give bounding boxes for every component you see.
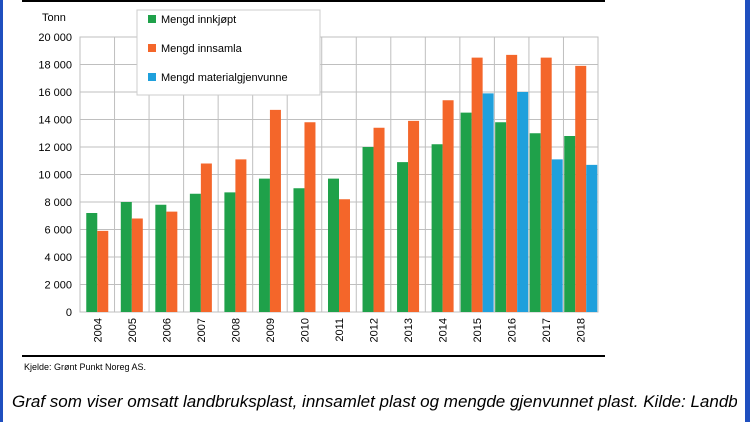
axis-layer: 0 2 000 4 000 6 000 8 000 10 000 12 000 14 000 1… — [38, 32, 587, 342]
x-tick-label: 2011 — [334, 318, 346, 342]
legend: Mengd innkjøpt Mengd innsamla Mengd materi… — [136, 9, 321, 96]
x-tick-label: 2016 — [507, 318, 519, 342]
bar — [328, 178, 339, 312]
y-tick-label: 6 000 — [44, 225, 72, 237]
source-note: Kjelde: Grønt Punkt Noreg AS. — [24, 362, 147, 372]
x-tick-label: 2013 — [403, 318, 415, 342]
bar — [339, 199, 350, 312]
bar — [471, 57, 483, 312]
bar — [97, 230, 109, 312]
y-tick-label: 20 000 — [38, 32, 72, 44]
bar — [258, 178, 270, 312]
y-tick-label: 16 000 — [38, 87, 72, 99]
bar — [495, 122, 507, 312]
bar — [224, 192, 236, 312]
legend-swatch — [148, 73, 156, 81]
y-tick-label: 0 — [66, 307, 72, 319]
y-tick-label: 14 000 — [38, 115, 72, 127]
figure-caption: Graf som viser omsatt landbruksplast, in… — [12, 392, 737, 411]
bar — [442, 100, 454, 312]
bar — [586, 164, 598, 312]
bar — [166, 211, 178, 312]
bar — [362, 147, 374, 312]
legend-label: Mengd materialgjenvunne — [161, 72, 288, 84]
y-tick-label: 18 000 — [38, 60, 72, 72]
bar — [517, 92, 529, 312]
bar — [155, 204, 167, 312]
left-border — [0, 0, 3, 422]
x-tick-label: 2009 — [265, 318, 277, 342]
bar — [235, 159, 247, 312]
bar — [189, 193, 201, 312]
bar — [120, 202, 132, 312]
x-tick-label: 2005 — [127, 318, 139, 342]
legend-swatch — [148, 44, 156, 52]
x-tick-label: 2018 — [576, 318, 588, 342]
x-tick-label: 2010 — [299, 318, 311, 342]
bar — [564, 136, 576, 312]
bar — [506, 54, 518, 312]
bar — [269, 109, 281, 312]
bar — [482, 93, 494, 312]
y-tick-label: 4 000 — [44, 252, 72, 264]
legend-swatch — [148, 15, 156, 23]
bar — [397, 162, 409, 312]
y-axis-label: Tonn — [42, 12, 66, 24]
x-tick-label: 2007 — [196, 318, 208, 342]
bar — [373, 127, 385, 312]
legend-label: Mengd innsamla — [161, 43, 243, 55]
x-tick-label: 2014 — [438, 318, 450, 342]
bar — [431, 144, 443, 312]
x-tick-label: 2017 — [541, 318, 553, 342]
right-border — [745, 0, 750, 422]
x-tick-label: 2015 — [472, 318, 484, 342]
bar — [540, 57, 552, 312]
x-tick-label: 2004 — [92, 318, 104, 342]
bar — [86, 213, 98, 312]
y-tick-label: 10 000 — [38, 170, 72, 182]
bar — [131, 218, 143, 312]
bar — [551, 159, 563, 312]
bar — [529, 133, 541, 312]
x-tick-label: 2008 — [230, 318, 242, 342]
top-rule — [22, 0, 605, 2]
bar — [460, 112, 472, 312]
y-tick-label: 12 000 — [38, 142, 72, 154]
legend-label: Mengd innkjøpt — [161, 14, 236, 26]
y-tick-label: 8 000 — [44, 197, 72, 209]
bar — [304, 122, 316, 312]
bar — [200, 163, 212, 312]
bar-layer — [86, 54, 598, 312]
bar — [408, 120, 420, 312]
x-tick-label: 2012 — [369, 318, 381, 342]
y-tick-label: 2 000 — [44, 280, 72, 292]
bar — [575, 65, 587, 312]
bottom-rule — [22, 355, 605, 357]
legend-box — [136, 9, 321, 96]
x-tick-label: 2006 — [161, 318, 173, 342]
bar — [293, 188, 305, 312]
